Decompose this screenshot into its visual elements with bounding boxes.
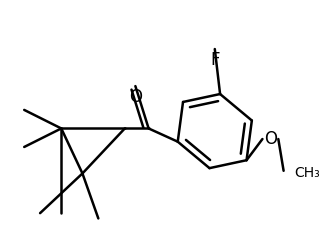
Text: O: O xyxy=(129,88,142,106)
Text: F: F xyxy=(210,51,219,69)
Text: O: O xyxy=(264,130,277,148)
Text: CH₃: CH₃ xyxy=(294,167,320,181)
